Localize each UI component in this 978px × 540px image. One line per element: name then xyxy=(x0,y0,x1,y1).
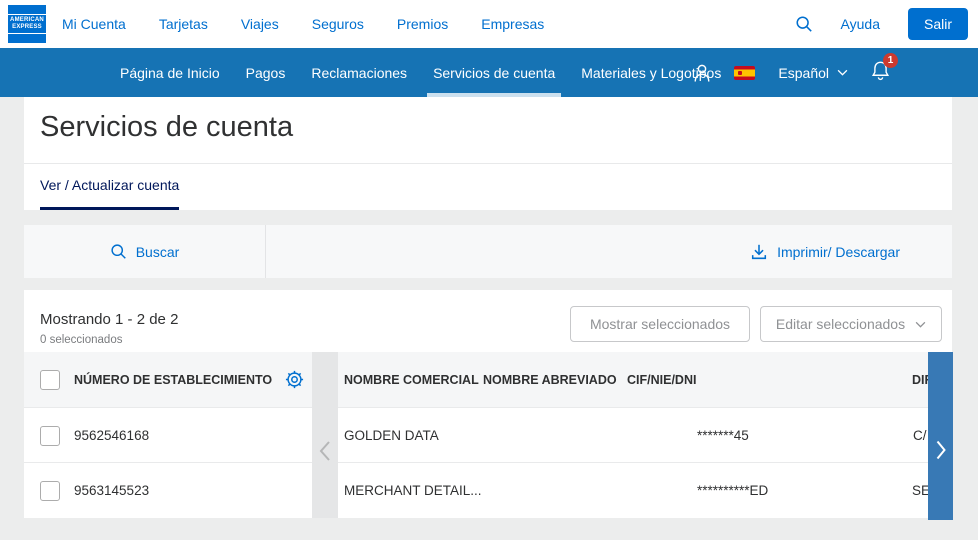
row-checkbox[interactable] xyxy=(40,480,60,501)
search-icon[interactable] xyxy=(795,15,813,33)
language-selector[interactable]: Español xyxy=(778,65,848,81)
table-row[interactable]: 9562546168 GOLDEN DATA *******45 C/ xyxy=(24,407,952,462)
cell-direccion: SE xyxy=(912,483,931,498)
cell-numero-establecimiento: 9562546168 xyxy=(74,428,150,443)
nav-reclamaciones[interactable]: Reclamaciones xyxy=(311,64,408,81)
nav-materiales-y-logotipos[interactable]: Materiales y Logotipos xyxy=(581,64,722,81)
amex-logo-text: AMERICAN EXPRESS xyxy=(7,14,47,34)
table-row[interactable]: 9563145523 MERCHANT DETAIL... **********… xyxy=(24,462,952,517)
user-icon[interactable] xyxy=(693,63,711,83)
nav-pagina-de-inicio[interactable]: Página de Inicio xyxy=(120,64,220,81)
column-settings-gear-icon[interactable] xyxy=(284,352,305,407)
row-checkbox[interactable] xyxy=(40,425,60,446)
print-download-button[interactable]: Imprimir/ Descargar xyxy=(750,225,900,278)
topnav-empresas[interactable]: Empresas xyxy=(481,16,545,32)
spain-flag-icon[interactable] xyxy=(734,65,756,80)
search-icon xyxy=(111,244,126,259)
merchant-nav-links: Página de Inicio Pagos Reclamaciones Ser… xyxy=(118,48,723,97)
download-icon xyxy=(752,244,767,259)
scroll-left-chevron-icon[interactable] xyxy=(319,440,331,462)
top-bar: AMERICAN EXPRESS Mi Cuenta Tarjetas Viaj… xyxy=(0,0,978,48)
page-header-card: Servicios de cuenta Ver / Actualizar cue… xyxy=(24,97,952,210)
language-label: Español xyxy=(778,64,829,81)
topnav-premios[interactable]: Premios xyxy=(396,16,449,32)
merchant-nav-bar: Página de Inicio Pagos Reclamaciones Ser… xyxy=(0,48,978,97)
column-header-nombre-comercial[interactable]: NOMBRE COMERCIAL xyxy=(344,372,479,387)
column-header-nombre-abreviado[interactable]: NOMBRE ABREVIADO xyxy=(483,372,617,387)
table-header-row xyxy=(24,352,952,407)
merchant-nav-utilities: Español 1 xyxy=(693,48,898,97)
cell-nombre-comercial: GOLDEN DATA xyxy=(344,428,439,443)
tab-ver-actualizar-cuenta[interactable]: Ver / Actualizar cuenta xyxy=(40,163,180,210)
accounts-table-card: Mostrando 1 - 2 de 2 0 seleccionados Mos… xyxy=(24,290,953,520)
edit-selected-button[interactable]: Editar seleccionados xyxy=(760,306,942,342)
column-header-cif-nie-dni[interactable]: CIF/NIE/DNI xyxy=(627,372,697,387)
chevron-down-icon xyxy=(915,321,926,328)
showing-count: Mostrando 1 - 2 de 2 xyxy=(40,311,179,328)
scroll-right-bar[interactable] xyxy=(928,352,953,520)
topnav-seguros[interactable]: Seguros xyxy=(311,16,364,32)
nav-pagos[interactable]: Pagos xyxy=(245,64,286,81)
top-right-actions: Ayuda Salir xyxy=(795,0,968,48)
amex-logo[interactable]: AMERICAN EXPRESS xyxy=(7,5,47,43)
select-all-checkbox-cell xyxy=(40,352,60,407)
frozen-column-gutter xyxy=(312,352,338,518)
topnav-mi-cuenta[interactable]: Mi Cuenta xyxy=(62,16,126,32)
cell-numero-establecimiento: 9563145523 xyxy=(74,483,150,498)
topnav-viajes[interactable]: Viajes xyxy=(240,16,279,32)
cell-direccion: C/ xyxy=(913,428,927,443)
page-title: Servicios de cuenta xyxy=(40,111,294,143)
show-selected-button[interactable]: Mostrar seleccionados xyxy=(570,306,750,342)
print-download-label: Imprimir/ Descargar xyxy=(777,243,900,260)
cell-cif: *******45 xyxy=(697,428,749,443)
scroll-right-chevron-icon xyxy=(936,440,946,460)
chevron-down-icon xyxy=(837,69,848,76)
logout-button[interactable]: Salir xyxy=(907,8,968,40)
tab-bar: Ver / Actualizar cuenta xyxy=(40,163,180,210)
column-header-numero-establecimiento[interactable]: NÚMERO DE ESTABLECIMIENTO xyxy=(74,372,273,387)
top-nav: Mi Cuenta Tarjetas Viajes Seguros Premio… xyxy=(62,0,544,48)
notifications-bell-icon[interactable]: 1 xyxy=(871,52,898,86)
topnav-tarjetas[interactable]: Tarjetas xyxy=(158,16,208,32)
edit-selected-label: Editar seleccionados xyxy=(775,316,906,332)
notification-badge: 1 xyxy=(883,52,898,68)
search-button[interactable]: Buscar xyxy=(24,225,266,278)
table-toolbar: Buscar Imprimir/ Descargar xyxy=(24,225,952,278)
selected-count: 0 seleccionados xyxy=(40,334,123,346)
search-label: Buscar xyxy=(135,243,180,260)
help-link[interactable]: Ayuda xyxy=(840,16,880,32)
cell-cif: **********ED xyxy=(697,483,769,498)
divider xyxy=(24,163,952,164)
cell-nombre-comercial: MERCHANT DETAIL... xyxy=(344,483,482,498)
select-all-checkbox[interactable] xyxy=(40,369,60,390)
nav-servicios-de-cuenta[interactable]: Servicios de cuenta xyxy=(427,48,562,97)
